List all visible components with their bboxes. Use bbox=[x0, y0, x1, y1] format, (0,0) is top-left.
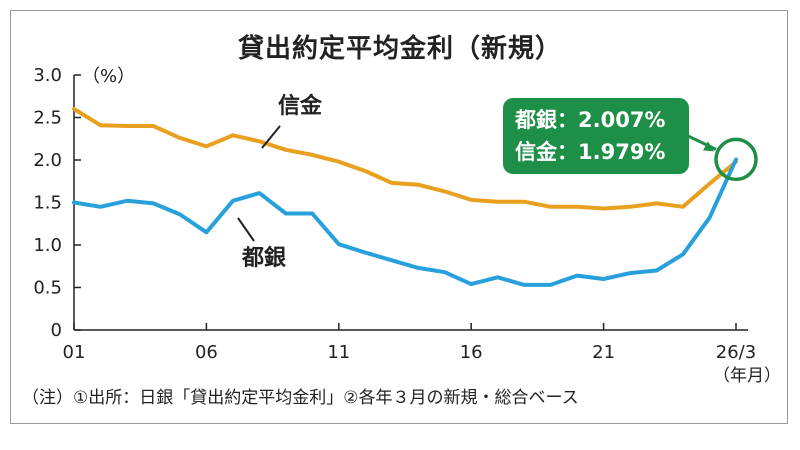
series-label-toginn: 都銀 bbox=[241, 246, 286, 271]
x-tick-label: 01 bbox=[63, 342, 86, 363]
series-line-shinkin bbox=[72, 107, 738, 211]
callout-arrow-head bbox=[703, 141, 714, 152]
y-tick-label: 2.5 bbox=[33, 108, 62, 129]
y-tick-label: 1.5 bbox=[33, 193, 62, 214]
chart-title: 貸出約定平均金利（新規） bbox=[237, 34, 562, 64]
highlight-circle bbox=[714, 137, 758, 182]
x-tick-label: 26/3 bbox=[716, 342, 756, 363]
y-tick-label: 0.5 bbox=[33, 278, 62, 299]
x-tick-label: 16 bbox=[460, 342, 483, 363]
footnote: （注）①出所：日銀「貸出約定平均金利」②各年３月の新規・総合ベース bbox=[22, 388, 579, 408]
y-axis-unit: （%） bbox=[82, 66, 135, 87]
series-label-leader bbox=[261, 125, 281, 149]
value-callout: 都銀：2.007% 信金：1.979% bbox=[503, 98, 689, 174]
callout-line-toginn: 都銀：2.007% bbox=[515, 108, 666, 132]
chart-frame bbox=[10, 10, 788, 424]
x-tick-label: 21 bbox=[592, 342, 615, 363]
y-tick-label: 0 bbox=[51, 320, 62, 341]
y-tick-label: 2.0 bbox=[33, 150, 62, 171]
series-label-shinkin: 信金 bbox=[278, 93, 323, 119]
y-tick-label: 1.0 bbox=[33, 235, 62, 256]
series-label-leader bbox=[237, 217, 255, 242]
x-axis-unit: （年月） bbox=[713, 366, 781, 386]
series-line-toginn bbox=[72, 157, 738, 287]
callout-line-shinkin: 信金：1.979% bbox=[515, 140, 666, 164]
y-tick-label: 3.0 bbox=[33, 65, 62, 86]
x-tick-label: 06 bbox=[195, 342, 218, 363]
x-tick-label: 11 bbox=[327, 342, 350, 363]
